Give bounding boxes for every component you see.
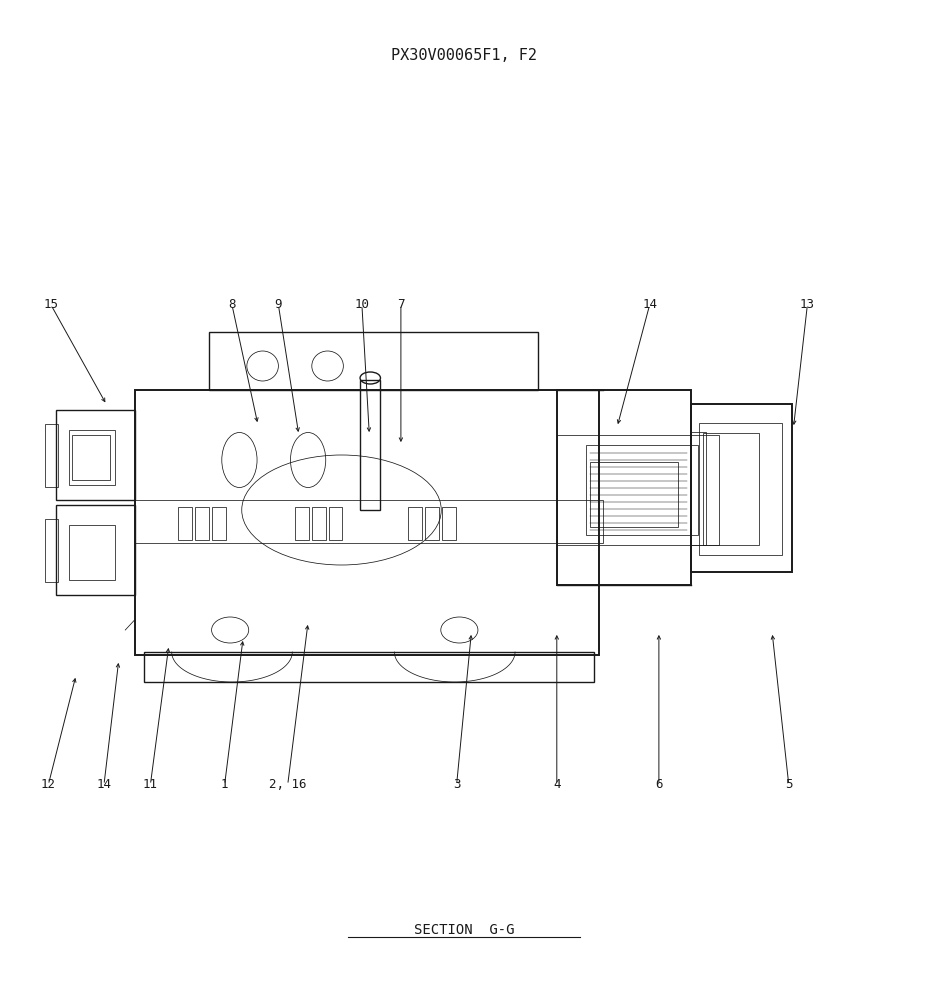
Bar <box>44 519 57 582</box>
Bar <box>144 652 593 682</box>
Bar <box>408 507 422 540</box>
Text: 7: 7 <box>397 298 404 312</box>
Text: 8: 8 <box>228 298 235 312</box>
Bar <box>69 525 115 580</box>
Bar <box>56 410 134 500</box>
Text: 4: 4 <box>552 778 560 792</box>
Bar <box>44 424 57 487</box>
Bar <box>590 462 678 527</box>
Text: 6: 6 <box>654 778 662 792</box>
Bar <box>195 507 209 540</box>
Bar <box>295 507 309 540</box>
Text: 14: 14 <box>96 778 111 792</box>
Text: 9: 9 <box>274 298 282 312</box>
Text: 2, 16: 2, 16 <box>269 778 306 792</box>
Text: 5: 5 <box>784 778 792 792</box>
Bar <box>211 507 225 540</box>
Bar <box>72 435 109 480</box>
Bar <box>586 445 697 535</box>
Text: 1: 1 <box>221 778 228 792</box>
Bar <box>703 433 758 545</box>
Text: PX30V00065F1, F2: PX30V00065F1, F2 <box>390 47 537 62</box>
Bar <box>360 380 380 510</box>
Text: 13: 13 <box>799 298 814 312</box>
Text: SECTION  G-G: SECTION G-G <box>413 923 514 937</box>
Bar <box>556 435 718 545</box>
Bar <box>209 332 538 390</box>
Bar <box>691 404 791 572</box>
Bar <box>556 390 691 585</box>
Bar <box>178 507 192 540</box>
Bar <box>691 432 705 545</box>
Text: 12: 12 <box>41 778 56 792</box>
Bar <box>425 507 438 540</box>
Bar <box>441 507 455 540</box>
Text: 11: 11 <box>143 778 158 792</box>
Bar <box>134 500 603 543</box>
Bar <box>698 423 781 555</box>
Bar <box>56 505 134 595</box>
Text: 3: 3 <box>452 778 460 792</box>
Text: 10: 10 <box>354 298 369 312</box>
Text: 14: 14 <box>641 298 656 312</box>
Bar <box>328 507 342 540</box>
Bar <box>134 390 598 655</box>
Bar <box>311 507 325 540</box>
Bar <box>69 430 115 485</box>
Text: 15: 15 <box>44 298 58 312</box>
